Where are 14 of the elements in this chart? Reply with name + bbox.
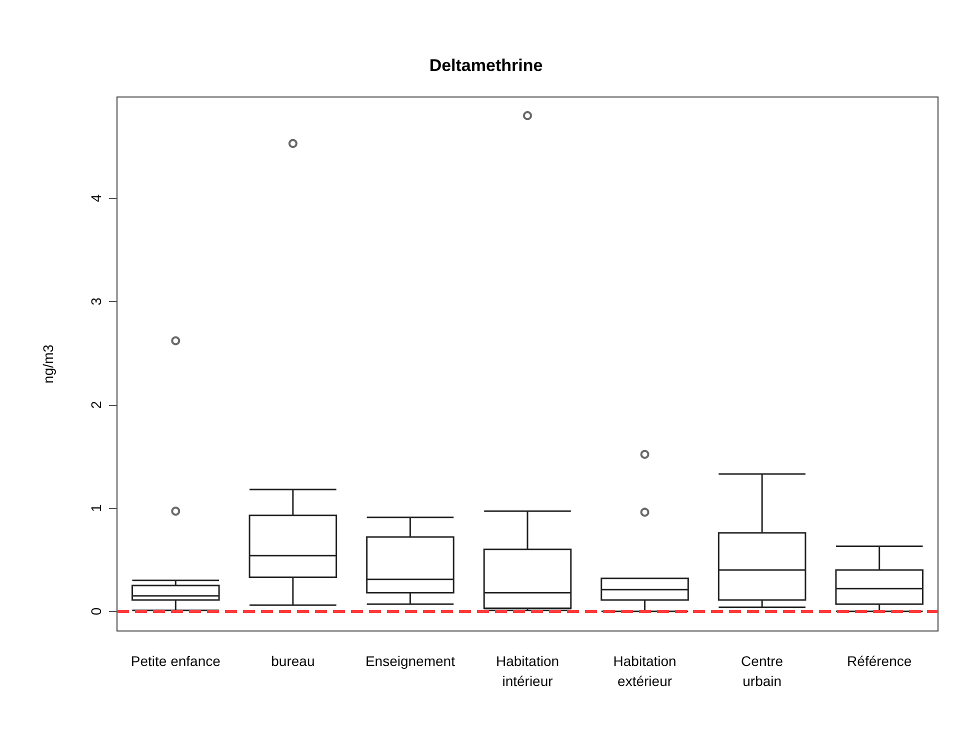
y-tick-label: 4 bbox=[88, 194, 104, 202]
x-tick-label: Référence bbox=[847, 653, 912, 669]
x-tick-label: Habitation intérieur bbox=[496, 653, 560, 689]
y-axis-title: ng/m3 bbox=[40, 344, 56, 384]
y-tick-label: 3 bbox=[88, 297, 104, 306]
chart-title: Deltamethrine bbox=[429, 56, 543, 75]
x-tick-label: Petite enfance bbox=[130, 653, 221, 669]
x-tick-label: Enseignement bbox=[365, 653, 456, 669]
y-tick-label: 0 bbox=[88, 607, 104, 616]
x-tick-label: Centre urbain bbox=[741, 653, 784, 689]
y-tick-label: 1 bbox=[88, 504, 104, 512]
x-tick-label: Habitation extérieur bbox=[613, 653, 676, 689]
y-tick-label: 2 bbox=[88, 400, 104, 409]
x-tick-label: bureau bbox=[271, 653, 315, 669]
